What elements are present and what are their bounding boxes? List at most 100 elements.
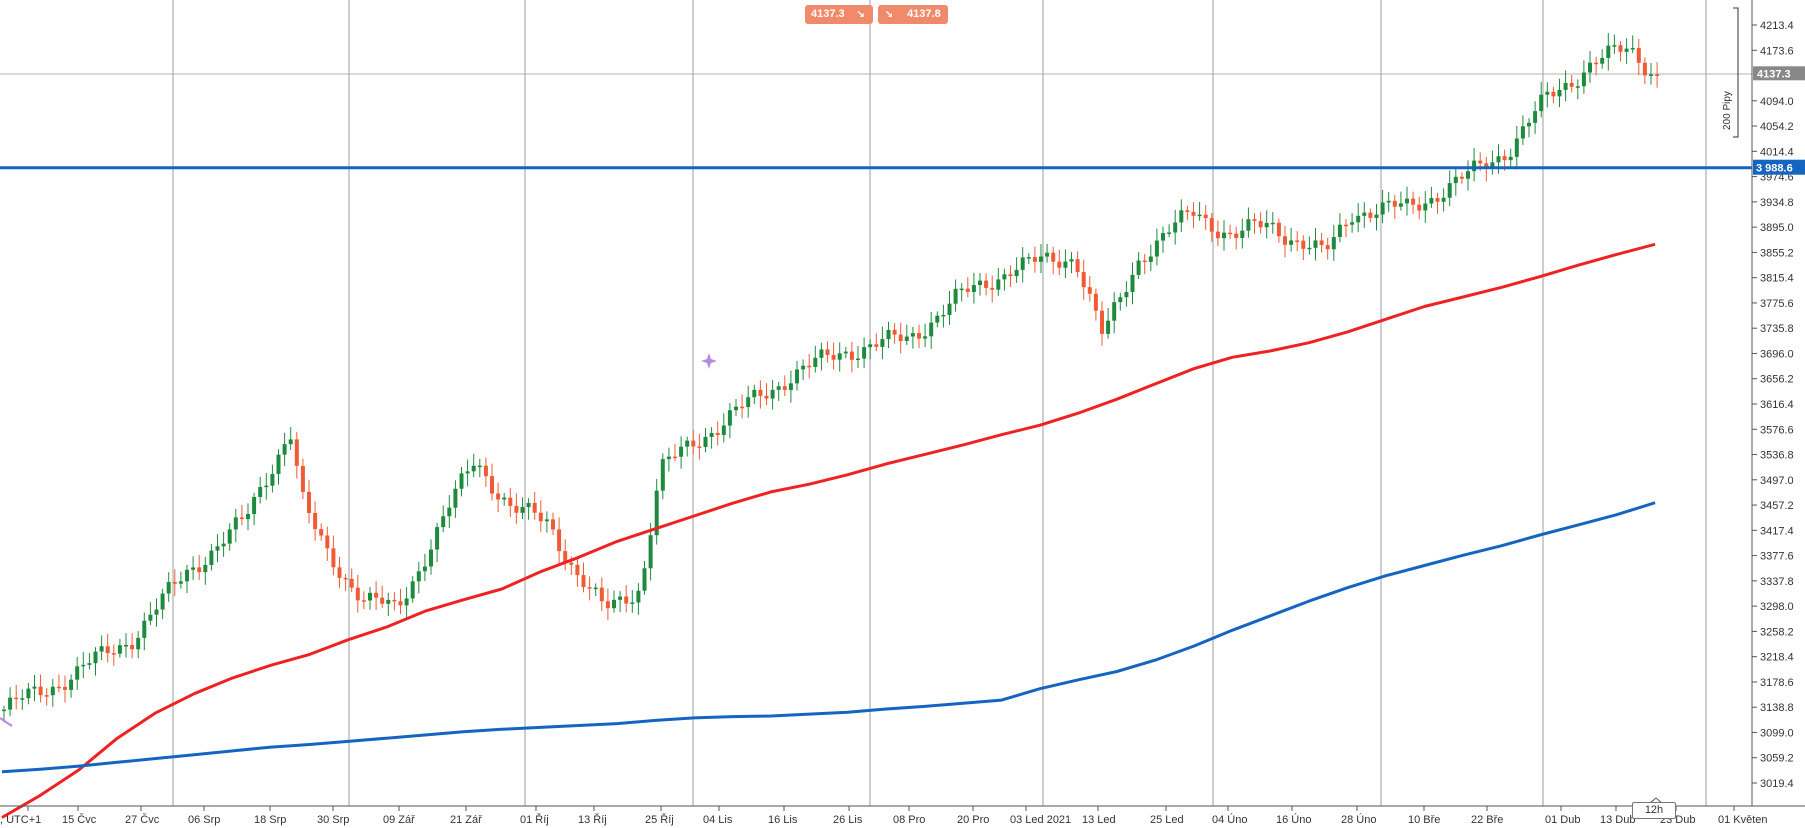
candle	[429, 539, 433, 575]
candle	[1093, 288, 1098, 321]
candle	[483, 457, 488, 487]
candle	[1581, 60, 1586, 94]
candle	[721, 413, 726, 443]
time-axis[interactable]: , UTC+1 15 Čvc 27 Čvc 06 Srp 18 Srp 30 Srp 09 …	[0, 805, 1805, 826]
candle	[1258, 212, 1263, 234]
y-tick-label: 3218.4	[1760, 652, 1794, 664]
x-tick-label: 20 Pro	[957, 814, 989, 826]
candle	[331, 535, 336, 576]
candle	[1002, 268, 1007, 291]
current-price-badge	[1753, 66, 1805, 81]
candle	[1588, 50, 1592, 83]
y-tick-label: 3417.4	[1760, 525, 1794, 537]
candle	[1533, 101, 1538, 134]
candle	[209, 543, 214, 571]
candle	[258, 476, 263, 504]
candle	[532, 491, 537, 520]
candle	[813, 345, 818, 373]
buy-price: 4137.8	[907, 8, 941, 20]
candle	[1313, 228, 1318, 261]
candle	[166, 572, 171, 602]
candle	[307, 479, 311, 524]
candle	[929, 311, 934, 349]
candle	[1331, 224, 1336, 261]
candle	[965, 277, 970, 298]
candle	[856, 345, 860, 369]
candle	[1563, 70, 1568, 102]
x-tick-label: 01 Dub	[1545, 814, 1580, 826]
price-axis[interactable]: 4213.44173.64094.04054.24014.43974.63934…	[1733, 0, 1805, 806]
candle	[1411, 191, 1416, 214]
y-tick-label: 3138.8	[1760, 702, 1794, 714]
candle	[56, 674, 61, 693]
candle	[1051, 246, 1056, 275]
candle	[1472, 148, 1477, 182]
candle	[1649, 63, 1653, 85]
candle	[1551, 86, 1556, 104]
candle	[111, 644, 116, 666]
y-tick-label: 3775.6	[1760, 298, 1794, 310]
sell-button[interactable]: 4137.3 ↘	[805, 5, 873, 24]
candle	[1539, 82, 1544, 118]
candle	[1398, 191, 1403, 211]
candle	[837, 342, 842, 372]
y-tick-label: 3735.8	[1760, 323, 1794, 335]
x-tick-label: 25 Led	[1150, 814, 1184, 826]
candle	[1063, 249, 1068, 279]
candle	[910, 326, 915, 349]
candle	[1289, 227, 1294, 252]
buy-button[interactable]: ↘ 4137.8	[878, 5, 948, 24]
candle	[947, 291, 952, 325]
candle	[1215, 220, 1220, 246]
candle	[1222, 220, 1226, 251]
candle	[1081, 259, 1086, 300]
y-tick-label: 3337.8	[1760, 576, 1794, 588]
candle	[709, 427, 714, 449]
x-tick-label: 16 Úno	[1276, 813, 1311, 826]
candle	[1612, 34, 1617, 54]
candle	[136, 631, 141, 659]
candle	[1032, 246, 1037, 273]
candle	[1148, 244, 1153, 271]
candle	[288, 427, 293, 451]
candle	[1423, 191, 1428, 223]
candle	[788, 370, 793, 403]
y-tick-label: 3377.6	[1760, 551, 1794, 563]
candle	[1655, 62, 1660, 88]
candle	[923, 323, 928, 348]
pips-bracket	[1733, 7, 1739, 138]
x-tick-label: 13 Říj	[578, 813, 607, 826]
y-tick-label: 3815.4	[1760, 273, 1794, 285]
candle	[130, 632, 135, 659]
candle	[624, 585, 629, 613]
candle	[612, 590, 616, 613]
y-tick-label: 3536.8	[1760, 450, 1794, 462]
candle	[227, 523, 232, 551]
candle	[734, 398, 738, 417]
candle	[8, 687, 13, 717]
candle	[630, 590, 635, 613]
candle	[764, 383, 769, 406]
candle	[1386, 192, 1391, 212]
y-tick-label: 3099.0	[1760, 727, 1794, 739]
timeframe-label[interactable]: 12h	[1632, 802, 1676, 819]
current-price-text: 4137.3	[1757, 68, 1791, 80]
hline-price-badge[interactable]	[1753, 159, 1805, 175]
candle	[618, 591, 623, 613]
x-tick-label: 16 Lis	[768, 814, 798, 826]
candle	[697, 433, 702, 460]
y-tick-label: 3059.2	[1760, 753, 1794, 765]
candle	[971, 272, 976, 304]
candle	[197, 554, 202, 580]
candle	[636, 583, 641, 615]
candle	[831, 342, 836, 370]
candle	[587, 576, 592, 601]
moving-averages	[1, 242, 1656, 819]
ma-blue-line	[1, 501, 1656, 774]
candle	[892, 323, 897, 344]
candle	[740, 394, 745, 419]
x-tick-label: 22 Bře	[1471, 814, 1503, 826]
candle	[93, 647, 98, 676]
candle	[1039, 243, 1043, 274]
